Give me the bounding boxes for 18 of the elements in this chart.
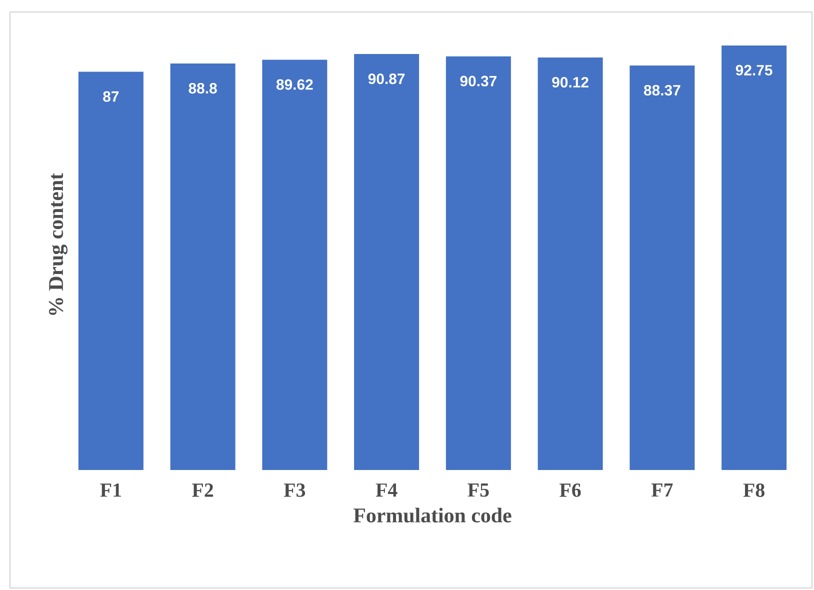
x-tick-label: F7 [651,484,673,497]
x-tick-label: F8 [743,484,764,497]
data-label: 90.37 [460,76,496,86]
data-label: 87 [103,91,119,102]
data-label: 92.75 [736,64,772,76]
data-label: 88.8 [188,82,217,94]
x-tick-label: F6 [560,484,581,497]
x-tick-label: F4 [376,484,398,497]
data-label: 90.12 [552,76,588,88]
x-axis-title: Formulation code [354,508,512,523]
x-tick-label: F5 [468,484,489,497]
data-label: 90.87 [368,74,405,84]
data-label: 89.62 [276,79,313,90]
x-tick-label: F2 [192,484,214,497]
x-tick-label: F1 [100,484,121,497]
data-label: 88.37 [644,84,680,96]
y-axis-title: % Drug content [48,173,68,315]
x-tick-label: F3 [284,484,306,497]
